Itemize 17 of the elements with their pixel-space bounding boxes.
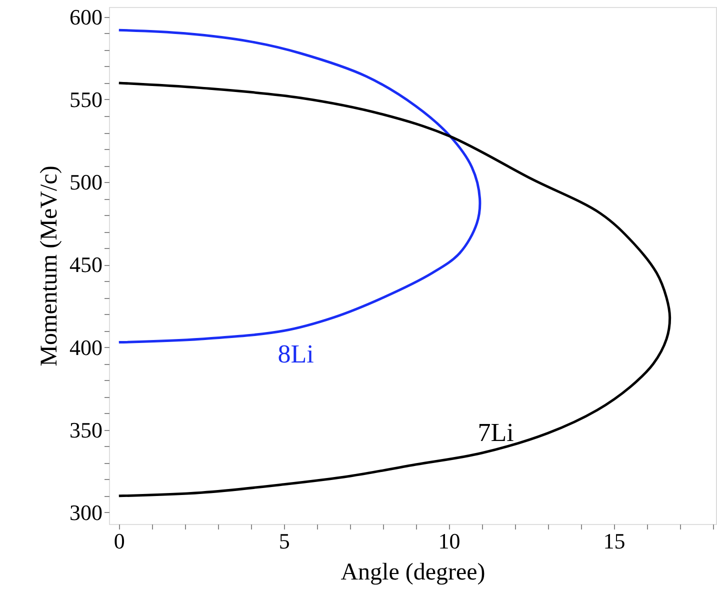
- x-axis-title: Angle (degree): [340, 560, 486, 586]
- y-tick-label: 350: [70, 417, 102, 442]
- y-tick-label: 550: [70, 87, 102, 112]
- x-tick-label: 5: [278, 528, 290, 554]
- y-tick-label: 600: [70, 4, 102, 30]
- series-label: 7Li: [478, 418, 514, 447]
- y-tick-label: 500: [70, 170, 102, 195]
- y-axis-title: Momentum (MeV/c): [36, 166, 62, 366]
- x-tick-label: 15: [603, 528, 626, 554]
- x-tick-label: 0: [114, 528, 125, 554]
- line-series: [118, 82, 672, 498]
- y-tick-label: 400: [70, 334, 102, 360]
- y-tick-label: 300: [70, 500, 102, 525]
- series-label: 8Li: [278, 340, 314, 369]
- y-tick-label: 450: [70, 252, 102, 278]
- line-series: [118, 28, 482, 344]
- x-tick-label: 10: [438, 528, 460, 554]
